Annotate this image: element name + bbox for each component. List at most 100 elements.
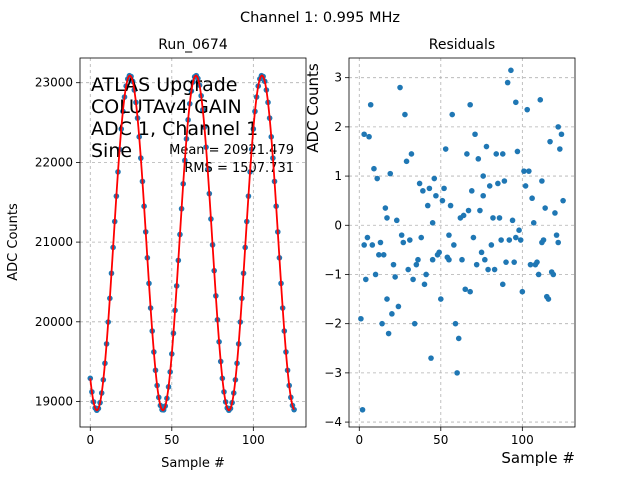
residual-point <box>431 175 438 182</box>
residual-point <box>553 232 560 238</box>
residual-point <box>379 320 385 327</box>
residual-point <box>475 156 482 162</box>
residual-point <box>504 79 511 86</box>
residual-point <box>371 165 377 172</box>
residual-point <box>480 173 486 179</box>
residual-point <box>473 261 480 268</box>
residual-point <box>415 256 421 263</box>
residual-point <box>550 271 557 278</box>
fit-panel-title: Run_0674 <box>158 37 228 53</box>
fit-curve-layer <box>89 74 295 412</box>
residual-point <box>362 276 369 283</box>
residual-point <box>413 261 420 268</box>
residual-point <box>366 133 372 140</box>
residual-point <box>420 188 426 194</box>
figure-suptitle: Channel 1: 0.995 MHz <box>240 10 400 26</box>
residuals-panel-xlabel: Sample # <box>501 449 575 467</box>
residuals-panel-frame <box>348 57 576 428</box>
stats-mean: Mean = 20921.479 <box>169 143 294 158</box>
res-ytick-label: −1 <box>324 267 342 281</box>
res-ytick-label: −2 <box>324 317 342 331</box>
residual-point <box>468 188 475 194</box>
residual-point <box>552 210 558 216</box>
residual-point <box>364 234 371 241</box>
res-xtick-label: 100 <box>511 433 534 447</box>
fit-ytick-label: 23000 <box>35 76 73 90</box>
residual-point <box>530 220 537 226</box>
residual-point <box>428 355 434 361</box>
residual-point <box>535 271 542 278</box>
residual-point <box>472 131 478 138</box>
res-xtick-label: 50 <box>433 433 448 447</box>
residual-point <box>400 239 407 246</box>
residual-point <box>545 296 552 302</box>
fit-panel-ticks: 0 50 100 19000 20000 21000 22000 23000 <box>35 76 265 447</box>
residual-point <box>480 192 486 199</box>
residual-point <box>516 227 522 233</box>
residual-point <box>513 234 519 241</box>
residual-point <box>526 168 532 174</box>
residual-point <box>470 234 477 241</box>
fit-ytick-label: 22000 <box>35 155 73 169</box>
residual-point <box>451 242 457 248</box>
fit-panel-ylabel: ADC Counts <box>6 203 21 281</box>
residual-point <box>385 330 392 337</box>
residual-point <box>493 151 500 157</box>
residual-point <box>376 252 382 258</box>
residual-point <box>446 256 452 263</box>
residual-point <box>488 242 495 248</box>
stats-rms: RMS = 1507.731 <box>184 161 294 176</box>
residual-point <box>377 239 384 246</box>
residual-point <box>509 217 516 224</box>
residual-point <box>382 205 389 211</box>
residual-point <box>539 178 545 184</box>
residual-point <box>495 180 501 187</box>
sine-fit-line <box>89 74 295 412</box>
residual-point <box>503 259 509 265</box>
annotation-line-2: COLUTAv4 GAIN <box>91 96 242 118</box>
residual-point <box>555 124 562 130</box>
residuals-panel-ylabel: ADC Counts <box>304 63 322 153</box>
residual-point <box>429 220 436 226</box>
residual-point <box>410 276 416 283</box>
residual-point <box>395 303 402 310</box>
residual-point <box>387 170 394 177</box>
residual-point <box>455 335 462 342</box>
residual-point <box>534 259 540 265</box>
residual-point <box>408 151 415 157</box>
residual-point <box>436 249 442 256</box>
residual-point <box>465 207 472 214</box>
residual-point <box>485 266 491 273</box>
residual-point <box>537 97 544 103</box>
residual-point <box>514 148 521 155</box>
residual-point <box>482 256 488 263</box>
residual-point <box>390 261 397 268</box>
data-point <box>87 375 94 382</box>
residual-point <box>490 215 496 221</box>
residual-point <box>511 259 517 265</box>
residual-point <box>467 101 473 108</box>
residual-point <box>358 315 364 322</box>
residual-point <box>513 99 519 106</box>
residual-point <box>486 183 493 189</box>
res-xtick-label: 0 <box>355 433 363 447</box>
residual-point <box>438 296 444 302</box>
residual-point <box>416 180 423 187</box>
residual-point <box>460 212 467 219</box>
residuals-panel: Residuals 0 50 100 −4 −3 −2 −1 0 1 2 3 Sample # AD… <box>304 37 576 467</box>
fit-xtick-label: 100 <box>242 433 265 447</box>
residual-point <box>384 215 390 221</box>
residual-point <box>369 242 376 248</box>
residual-point <box>389 311 395 317</box>
residual-point <box>449 111 456 118</box>
residual-point <box>499 151 506 157</box>
residual-point <box>439 197 446 204</box>
residual-point <box>498 237 504 243</box>
fit-ytick-label: 20000 <box>35 315 73 329</box>
residual-point <box>478 249 485 256</box>
fit-panel: Run_0674 0 50 100 19000 20000 21000 22000 23000… <box>6 37 307 471</box>
residual-point <box>452 320 459 327</box>
residual-point <box>384 296 390 302</box>
residual-point <box>367 101 374 108</box>
residual-point <box>540 237 547 243</box>
